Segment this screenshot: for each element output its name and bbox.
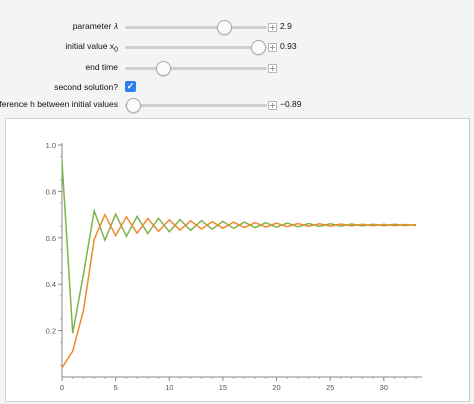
plot-panel: 0 5 10 15 20 25 30 0.2 0.4 0.6 0.8 1.0	[5, 118, 470, 402]
difference-slider-track[interactable]	[125, 104, 267, 107]
initial-value-label: initial value x0	[65, 41, 118, 54]
difference-row: difference h between initial values −0.8…	[0, 96, 474, 114]
x-tick-label: 30	[380, 383, 388, 392]
y-tick-label: 0.4	[46, 280, 56, 289]
x-tick-label: 15	[219, 383, 227, 392]
second-solution-label: second solution?	[54, 82, 118, 92]
chart: 0 5 10 15 20 25 30 0.2 0.4 0.6 0.8 1.0	[46, 141, 422, 392]
initial-value-value: 0.93	[280, 41, 297, 51]
control-panel: parameter λ 2.9 initial value x0 0.93 en…	[0, 0, 474, 116]
x-tick-label: 20	[272, 383, 280, 392]
difference-expand-icon[interactable]	[268, 101, 277, 110]
initial-value-slider-track[interactable]	[125, 46, 267, 49]
end-time-label: end time	[85, 62, 118, 72]
x-tick-label: 10	[165, 383, 173, 392]
series-line-1	[61, 161, 417, 334]
x-tick-label: 0	[60, 383, 64, 392]
y-tick-label: 1.0	[46, 141, 56, 150]
x-tick-label: 25	[326, 383, 334, 392]
parameter-slider-track[interactable]	[125, 26, 267, 29]
difference-value: −0.89	[280, 99, 302, 109]
end-time-slider-track[interactable]	[125, 67, 267, 70]
parameter-row: parameter λ 2.9	[0, 18, 474, 36]
difference-slider-thumb[interactable]	[126, 98, 142, 113]
initial-value-expand-icon[interactable]	[268, 43, 277, 52]
series-line-2	[61, 212, 417, 369]
parameter-slider-thumb[interactable]	[216, 20, 232, 35]
parameter-label: parameter λ	[72, 21, 118, 31]
initial-value-row: initial value x0 0.93	[0, 38, 474, 56]
end-time-row: end time	[0, 59, 474, 77]
y-tick-label: 0.2	[46, 327, 56, 336]
y-tick-label: 0.8	[46, 187, 56, 196]
end-time-slider-thumb[interactable]	[155, 61, 171, 76]
initial-value-slider-thumb[interactable]	[251, 40, 267, 55]
second-solution-row: second solution? ✓	[0, 79, 474, 97]
parameter-value: 2.9	[280, 21, 292, 31]
parameter-expand-icon[interactable]	[268, 23, 277, 32]
second-solution-checkbox[interactable]: ✓	[125, 81, 136, 92]
end-time-expand-icon[interactable]	[268, 64, 277, 73]
x-tick-label: 5	[114, 383, 118, 392]
y-tick-label: 0.6	[46, 234, 56, 243]
difference-label: difference h between initial values	[0, 99, 118, 109]
